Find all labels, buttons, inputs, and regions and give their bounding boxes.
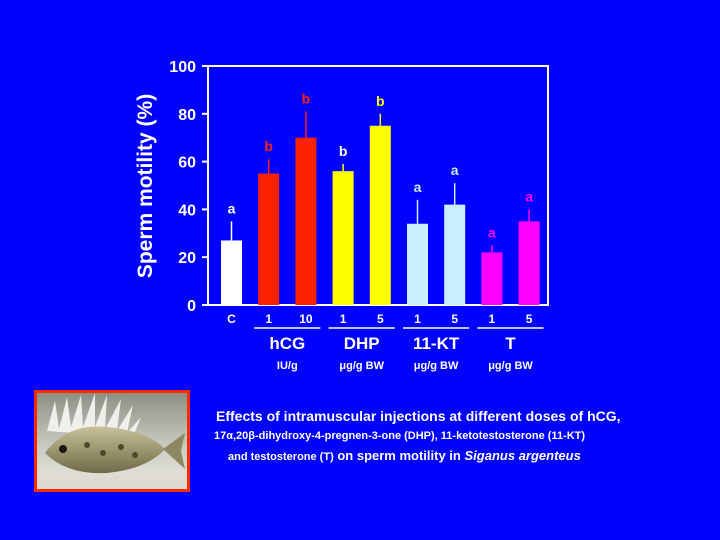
- caption-line-3: and testosterone (T) on sperm motility i…: [228, 448, 581, 463]
- y-tick-label: 40: [178, 202, 196, 219]
- bar: [295, 137, 317, 305]
- significance-letter: a: [525, 188, 533, 204]
- significance-letter: b: [302, 90, 311, 106]
- significance-letter: b: [339, 143, 348, 159]
- significance-letter: b: [264, 138, 273, 154]
- group-label: hCG: [269, 334, 305, 353]
- x-tick-label: 5: [526, 312, 533, 326]
- caption-species: Siganus argenteus: [464, 448, 581, 463]
- y-tick-label: 60: [178, 155, 196, 172]
- x-tick-label: 1: [265, 312, 272, 326]
- bar: [407, 223, 428, 305]
- fish-photo: [34, 390, 190, 492]
- bar: [332, 171, 354, 305]
- x-tick-label: 10: [299, 312, 313, 326]
- group-label: 11-KT: [413, 334, 460, 353]
- significance-letter: a: [488, 224, 496, 240]
- significance-letter: b: [376, 93, 385, 109]
- bar: [518, 221, 540, 305]
- caption-line-3-prefix: and testosterone (T): [228, 451, 334, 463]
- y-axis-label: Sperm motility (%): [134, 94, 157, 278]
- x-tick-label: 1: [340, 312, 347, 326]
- bar: [258, 173, 280, 305]
- bar: [481, 252, 503, 305]
- group-unit: μg/g BW: [339, 360, 384, 372]
- significance-letter: a: [414, 179, 422, 195]
- significance-letter: a: [228, 200, 236, 216]
- y-tick-label: 100: [169, 59, 196, 76]
- x-tick-label: 1: [414, 312, 421, 326]
- group-unit: μg/g BW: [414, 360, 459, 372]
- significance-letter: a: [451, 162, 459, 178]
- group-unit: IU/g: [277, 360, 298, 372]
- y-tick-label: 20: [178, 250, 196, 267]
- group-label: T: [505, 334, 516, 353]
- y-tick-label: 80: [178, 107, 196, 124]
- x-tick-label: 1: [489, 312, 496, 326]
- group-label: DHP: [344, 334, 380, 353]
- caption-line-3-main: on sperm motility in: [333, 448, 465, 463]
- y-tick-label: 0: [187, 298, 196, 315]
- caption-line-2: 17α,20β-dihydroxy-4-pregnen-3-one (DHP),…: [214, 430, 586, 442]
- bar: [369, 125, 391, 305]
- caption-line-1: Effects of intramuscular injections at d…: [216, 408, 621, 424]
- bar: [221, 240, 242, 305]
- x-tick-label: C: [227, 312, 236, 326]
- x-tick-label: 5: [377, 312, 384, 326]
- x-tick-label: 5: [451, 312, 458, 326]
- group-unit: μg/g BW: [488, 360, 533, 372]
- bar: [444, 204, 466, 305]
